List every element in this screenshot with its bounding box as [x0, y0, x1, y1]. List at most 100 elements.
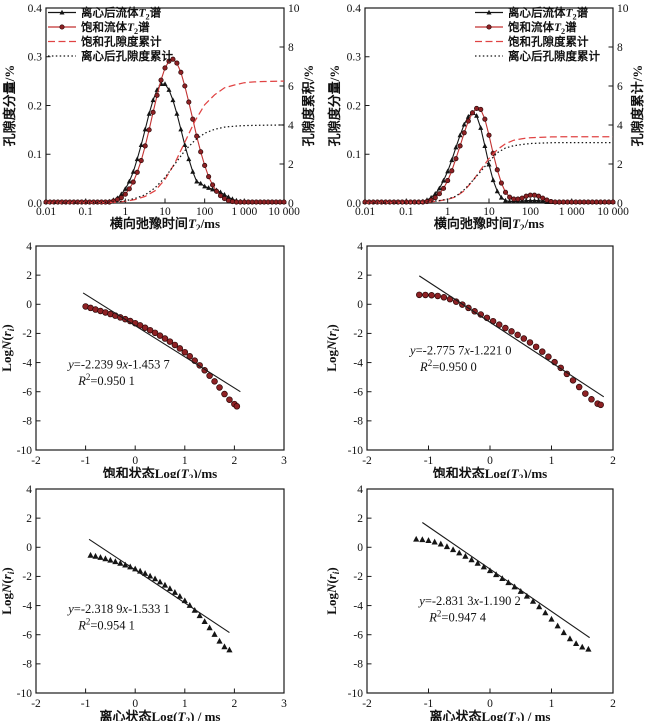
legend-label: 饱和孔隙度累计 [508, 35, 589, 49]
r-squared-text: R2=0.954 1 [77, 616, 135, 632]
chart-fractal-saturated-right: -2 -1 0 1 2 -10 -8 -6 -4 -2 0 2 4 y=-2.775 7x-1.221 0… [325, 235, 650, 478]
x-axis-title: 饱和状态Log(T2)/ms [102, 466, 217, 478]
y-tick-label: 10 [617, 3, 629, 15]
y-tick-label: 4 [357, 484, 363, 496]
y-tick-label: -2 [353, 328, 363, 340]
y-tick-label: 2 [617, 159, 623, 171]
y-tick-label: 0.1 [28, 149, 43, 161]
y-tick-label: 0 [288, 198, 294, 210]
x-tick-label: -2 [362, 455, 372, 467]
x-tick-label: 100 [196, 206, 214, 218]
y-tick-label: 0.2 [28, 100, 43, 112]
x-tick-label: 0 [132, 455, 138, 467]
legend-label: 饱和流体T2谱 [508, 20, 577, 36]
fit-line [82, 292, 241, 393]
r-squared-text: R2=0.950 0 [419, 358, 477, 374]
y-tick-label: 2 [357, 270, 363, 282]
y-tick-label: -6 [22, 630, 32, 642]
y-axis-title-left: LogN(ri) [0, 324, 17, 371]
legend-label: 饱和孔隙度累计 [81, 35, 162, 49]
x-axis: 0.01 0.1 1 10 100 1 000 10 000 [355, 198, 629, 218]
y-tick-label: 0.2 [347, 100, 362, 112]
x-axis-title: 横向弛豫时间T2/ms [110, 216, 220, 230]
x-tick-label: 1 000 [559, 206, 585, 218]
chart-fractal-centrifuged-right: -2 -1 0 1 2 -10 -8 -6 -4 -2 0 2 4 y=-2.831 3x-1.190 2… [325, 478, 650, 721]
y-tick-label: -10 [17, 688, 33, 700]
x-tick-label: 1 000 [231, 206, 257, 218]
series-centrifuged-fluid-t2 [43, 81, 287, 205]
y-tick-label: -6 [22, 387, 32, 399]
x-tick-label: 3 [281, 698, 287, 710]
y-tick-label: -8 [353, 416, 363, 428]
equation-text: y=-2.318 9x-1.533 1 [66, 602, 170, 616]
y-tick-label: 0 [617, 198, 623, 210]
y-tick-label: 2 [26, 513, 32, 525]
fit-line [422, 522, 590, 639]
y-tick-label: 4 [288, 120, 294, 132]
series-saturated-logn-points [416, 291, 604, 409]
x-tick-label: 2 [610, 455, 616, 467]
y-tick-label: 8 [617, 42, 623, 54]
chart-t2-spectrum-right: 0.01 0.1 1 10 100 1 000 10 000 0.0 0.1 0.2 0.3 0.4 0… [325, 0, 650, 235]
chart-fractal-saturated-left: -2 -1 0 1 2 3 -10 -8 -6 -4 -2 0 2 4 y=-2.239 9x-1.453 … [0, 235, 325, 478]
series-saturated-fluid-t2 [362, 105, 616, 205]
r-squared-text: R2=0.947 4 [428, 608, 486, 624]
y-axis-title-left: LogN(ri) [325, 324, 342, 371]
equation-text: y=-2.239 9x-1.453 7 [66, 357, 170, 371]
y-tick-label: -2 [22, 571, 32, 583]
y-tick-label: -8 [22, 659, 32, 671]
x-tick-label: 0 [487, 455, 493, 467]
x-tick-label: 1 [182, 455, 188, 467]
y-tick-label: -2 [22, 328, 32, 340]
y-axis-left: -10 -8 -6 -4 -2 0 2 4 [17, 241, 41, 457]
legend-label: 离心后流体T2谱 [508, 6, 589, 22]
x-tick-label: 1 [445, 206, 451, 218]
x-tick-label: 10 000 [597, 206, 629, 218]
x-tick-label: 2 [610, 698, 616, 710]
y-axis-left: -10 -8 -6 -4 -2 0 2 4 [348, 241, 372, 457]
y-tick-label: -4 [353, 600, 363, 612]
y-tick-label: -10 [17, 445, 33, 457]
plot-frame [35, 488, 285, 694]
x-tick-label: 10 [159, 206, 171, 218]
y-axis-title-left: 孔隙度分量/% [327, 65, 342, 147]
y-axis-title-left: 孔隙度分量/% [2, 65, 17, 147]
annotation-equation: y=-2.318 9x-1.533 1R2=0.954 1 [66, 602, 170, 633]
x-tick-label: -2 [31, 455, 41, 467]
y-axis-title-left: LogN(ri) [0, 567, 17, 614]
y-tick-label: -4 [353, 357, 363, 369]
x-tick-label: 2 [232, 455, 238, 467]
y-axis-title-right: 孔隙度累计/% [630, 65, 645, 147]
x-tick-label: 1 [549, 455, 555, 467]
x-axis-title: 横向弛豫时间T2/ms [434, 216, 544, 230]
y-tick-label: 4 [26, 241, 32, 253]
x-axis: -2 -1 0 1 2 [362, 445, 616, 467]
x-tick-label: 1 [549, 698, 555, 710]
x-axis: -2 -1 0 1 2 3 [31, 445, 287, 467]
x-tick-label: -2 [31, 698, 41, 710]
y-axis-title-left: LogN(ri) [325, 567, 342, 614]
y-tick-label: 0.3 [28, 52, 43, 64]
x-axis: -2 -1 0 1 2 [362, 688, 616, 710]
y-tick-label: 0.4 [347, 3, 362, 15]
x-tick-label: -2 [362, 698, 372, 710]
chart-fractal-centrifuged-left: -2 -1 0 1 2 3 -10 -8 -6 -4 -2 0 2 4 y=-2.318 9x-1.533 … [0, 478, 325, 721]
y-tick-label: -8 [22, 416, 32, 428]
annotation-equation: y=-2.239 9x-1.453 7R2=0.950 1 [66, 357, 170, 388]
y-tick-label: 0 [26, 542, 32, 554]
x-tick-label: 100 [522, 206, 540, 218]
series-centrifuged-logn-points [413, 535, 592, 652]
y-tick-label: 10 [288, 3, 300, 15]
y-tick-label: 4 [357, 241, 363, 253]
x-tick-label: -1 [81, 455, 91, 467]
y-axis-title-right: 孔隙度累积/% [301, 65, 316, 147]
y-axis-left: 0.0 0.1 0.2 0.3 0.4 [28, 3, 51, 210]
y-tick-label: 0.0 [347, 198, 362, 210]
y-tick-label: -10 [348, 688, 364, 700]
y-axis-right: 0 2 4 6 8 10 [279, 3, 300, 210]
x-axis-title: 饱和状态Log(T2)/ms [432, 466, 547, 478]
